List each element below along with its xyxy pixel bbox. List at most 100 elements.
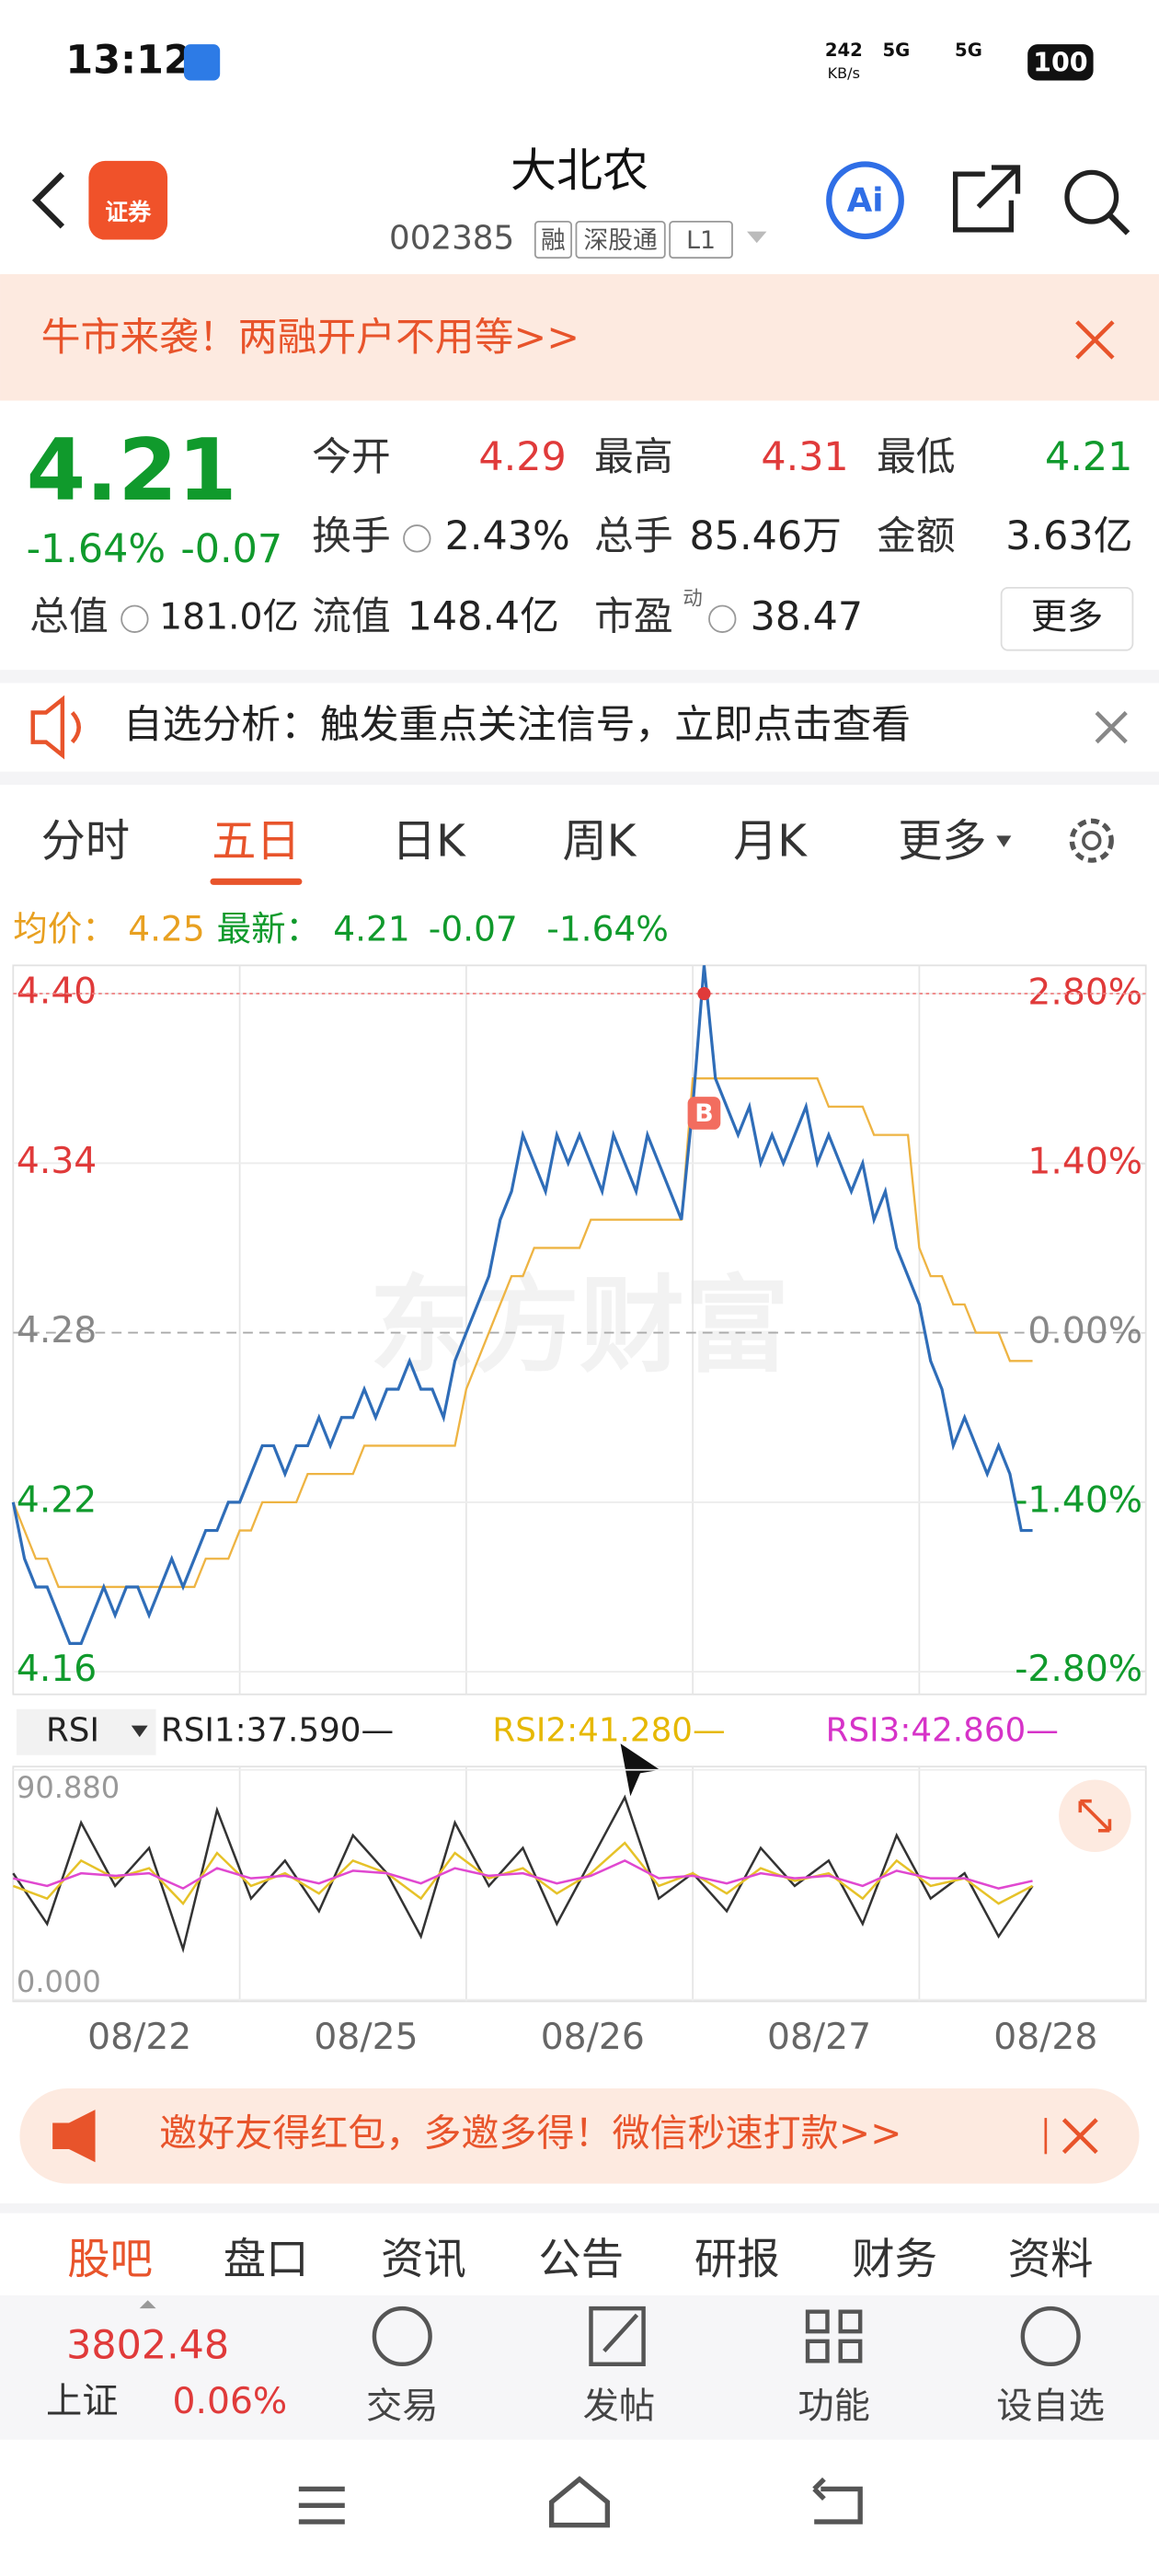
network-label: 5G bbox=[883, 40, 911, 61]
tag-box bbox=[534, 221, 572, 259]
info-icon bbox=[120, 604, 149, 633]
y2-tick-label: 2.80% bbox=[1027, 972, 1142, 1013]
close-icon[interactable] bbox=[1075, 320, 1115, 360]
stock-tag: 深股通 bbox=[583, 226, 657, 255]
battery-level: 100 bbox=[1033, 47, 1088, 78]
field-label: 总手 bbox=[594, 513, 673, 559]
tab[interactable]: 日K bbox=[392, 815, 466, 867]
function-icon[interactable] bbox=[805, 2309, 863, 2363]
post-icon[interactable] bbox=[589, 2306, 646, 2367]
y2-tick-label: 1.40% bbox=[1027, 1141, 1142, 1182]
field-value: 3.63亿 bbox=[1005, 513, 1132, 559]
section-tab[interactable]: 财务 bbox=[852, 2235, 937, 2284]
rsi-frame bbox=[12, 1765, 1147, 2003]
field-value: 2.43% bbox=[445, 513, 570, 559]
nav-label[interactable]: 设自选 bbox=[996, 2386, 1105, 2427]
watermark: 东方财富 bbox=[370, 1264, 790, 1386]
nav-label[interactable]: 功能 bbox=[798, 2386, 870, 2427]
up-arrow bbox=[139, 2300, 156, 2309]
x-tick-label: 08/25 bbox=[314, 2017, 418, 2058]
field-label: 金额 bbox=[877, 513, 956, 559]
promo-text[interactable]: 邀好友得红包，多邀多得！微信秒速打款>> bbox=[159, 2111, 901, 2156]
search-icon[interactable] bbox=[1064, 169, 1119, 224]
promo-icon bbox=[52, 2110, 96, 2163]
section-tab[interactable]: 公告 bbox=[538, 2235, 624, 2284]
menu-key[interactable] bbox=[298, 2486, 345, 2524]
rsi-name[interactable]: RSI bbox=[46, 1712, 99, 1750]
y2-tick-label: -2.80% bbox=[1015, 1649, 1142, 1690]
tab[interactable]: 月K bbox=[733, 815, 808, 867]
net-speed: 242 bbox=[825, 40, 863, 61]
settings-icon[interactable] bbox=[1082, 830, 1102, 851]
expand-icon[interactable] bbox=[1078, 1799, 1112, 1833]
settings-icon[interactable] bbox=[1069, 818, 1114, 863]
tab[interactable]: 周K bbox=[563, 815, 637, 867]
dropdown-icon[interactable] bbox=[131, 1725, 148, 1738]
network-label: 5G bbox=[955, 40, 982, 61]
change: -0.07 bbox=[180, 526, 282, 572]
tab-underline bbox=[210, 878, 303, 885]
trade-icon[interactable] bbox=[372, 2306, 432, 2367]
legend-value: -0.07 bbox=[429, 908, 518, 949]
watchlist-icon[interactable] bbox=[1020, 2306, 1081, 2367]
index-name: 上证 bbox=[46, 2381, 119, 2422]
close-icon[interactable] bbox=[1061, 2118, 1098, 2155]
section-tab[interactable]: 研报 bbox=[694, 2235, 780, 2284]
ai-icon[interactable] bbox=[826, 161, 904, 240]
price: 4.21 bbox=[27, 420, 237, 520]
y-tick-label: 4.22 bbox=[17, 1479, 97, 1521]
notification-icon bbox=[183, 44, 221, 81]
separator bbox=[0, 670, 1159, 684]
rsi-legend: RSI1:37.590— bbox=[161, 1712, 394, 1750]
ai-label[interactable]: Ai bbox=[847, 182, 884, 220]
tab[interactable]: 更多 bbox=[898, 815, 986, 867]
alert-icon bbox=[30, 695, 81, 760]
rsi-line bbox=[12, 1794, 1034, 1954]
tab[interactable]: 分时 bbox=[41, 815, 130, 867]
back-key[interactable] bbox=[812, 2477, 863, 2524]
legend-label: 均价： bbox=[13, 908, 116, 949]
tag-box bbox=[575, 221, 666, 259]
nav-label[interactable]: 发帖 bbox=[583, 2386, 656, 2427]
section-tab[interactable]: 资料 bbox=[1008, 2235, 1094, 2284]
index-pct: 0.06% bbox=[173, 2381, 288, 2422]
close-icon[interactable] bbox=[1095, 710, 1128, 744]
logo-text: 证券 bbox=[105, 199, 152, 225]
buy-marker-bg bbox=[687, 1097, 721, 1130]
rsi-line bbox=[13, 1859, 1033, 1891]
home-key[interactable] bbox=[548, 2476, 611, 2528]
info-icon bbox=[708, 604, 737, 633]
buy-marker: B bbox=[694, 1099, 713, 1128]
back-icon[interactable] bbox=[31, 171, 65, 229]
field-label: 流值 bbox=[312, 593, 391, 639]
stock-code: 002385 bbox=[389, 220, 514, 258]
index-value[interactable]: 3802.48 bbox=[66, 2322, 229, 2368]
more-label[interactable]: 更多 bbox=[1031, 596, 1104, 638]
field-label: 换手 bbox=[312, 513, 391, 559]
dropdown-icon bbox=[996, 835, 1012, 847]
rsi-selector[interactable] bbox=[16, 1708, 156, 1755]
nav-label[interactable]: 交易 bbox=[366, 2386, 439, 2427]
tab[interactable]: 五日 bbox=[212, 815, 300, 867]
search-icon[interactable] bbox=[1107, 213, 1130, 236]
rsi-legend: RSI2:41.280— bbox=[492, 1712, 725, 1750]
share-icon[interactable] bbox=[952, 165, 1021, 233]
field-value: 4.21 bbox=[1045, 434, 1132, 480]
legend-label: 最新： bbox=[217, 908, 320, 949]
y-tick-label: 4.34 bbox=[17, 1141, 97, 1182]
alert-text[interactable]: 自选分析：触发重点关注信号，立即点击查看 bbox=[123, 702, 911, 748]
section-tab[interactable]: 盘口 bbox=[224, 2235, 309, 2284]
field-label: 今开 bbox=[312, 434, 391, 480]
rsi-tick-label: 0.000 bbox=[17, 1964, 101, 1999]
rsi-line bbox=[12, 1841, 1034, 1906]
promo-bg[interactable] bbox=[19, 2087, 1140, 2184]
separator bbox=[0, 771, 1159, 786]
section-tab[interactable]: 资讯 bbox=[381, 2235, 466, 2284]
more-button[interactable] bbox=[1000, 586, 1134, 651]
banner-text[interactable]: 牛市来袭！两融开户不用等>> bbox=[41, 315, 580, 361]
section-tab[interactable]: 股吧 bbox=[67, 2235, 153, 2284]
x-tick-label: 08/28 bbox=[993, 2017, 1097, 2058]
legend-value: 4.25 bbox=[128, 908, 204, 949]
net-speed-unit: KB/s bbox=[828, 64, 860, 82]
